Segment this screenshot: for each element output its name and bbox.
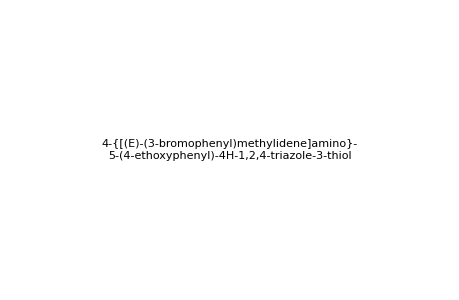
Text: 4-{[(E)-(3-bromophenyl)methylidene]amino}-
5-(4-ethoxyphenyl)-4H-1,2,4-triazole-: 4-{[(E)-(3-bromophenyl)methylidene]amino…: [101, 139, 358, 161]
